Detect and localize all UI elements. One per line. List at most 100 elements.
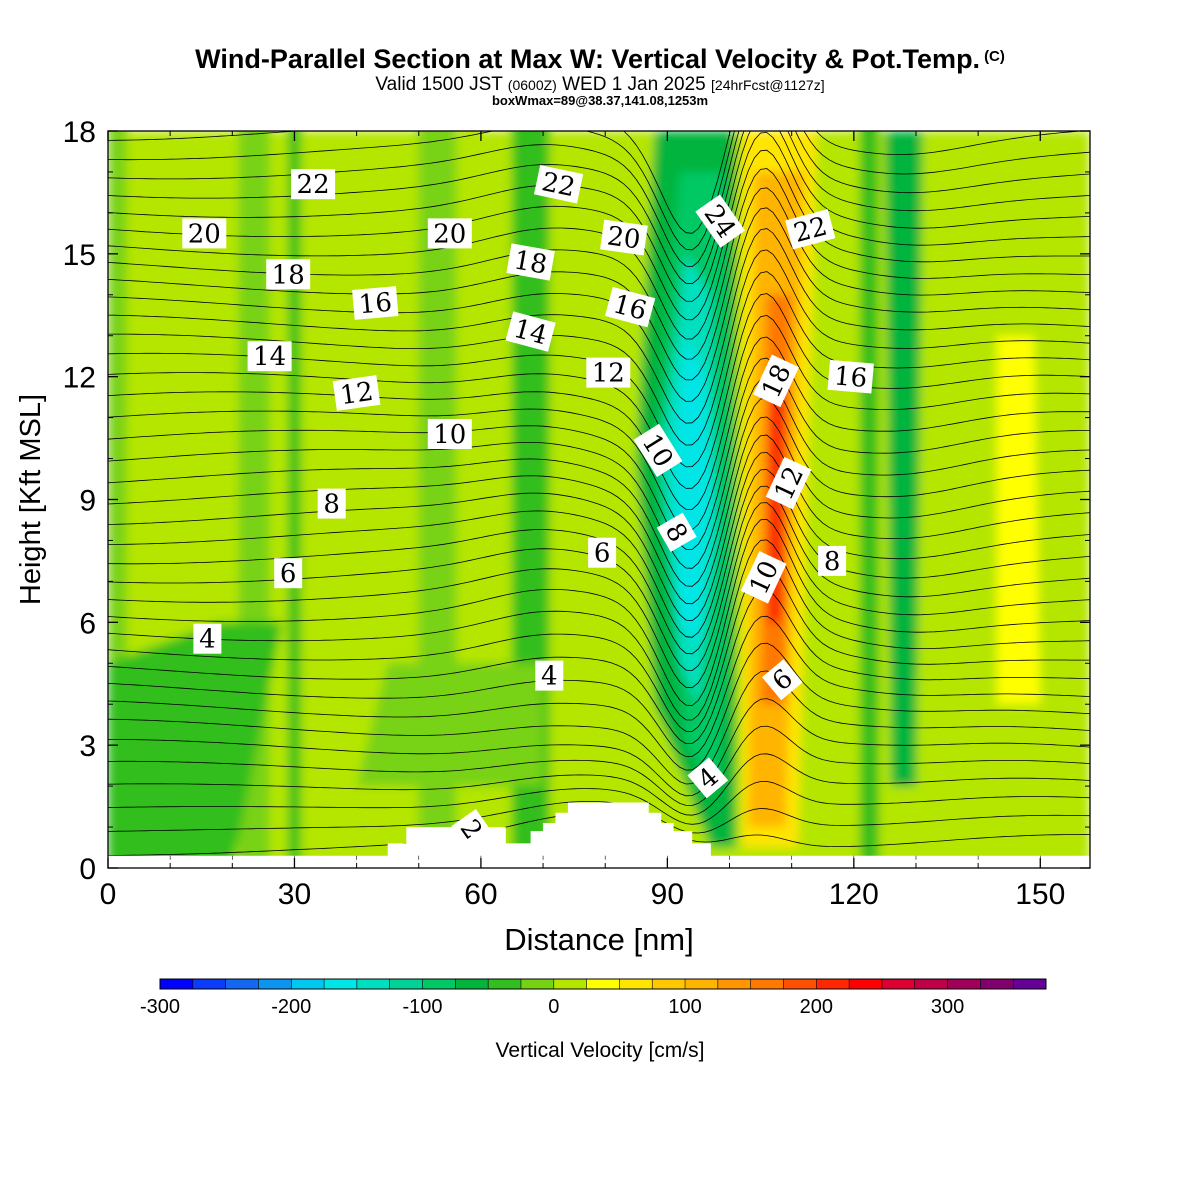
- contour-label: 16: [604, 286, 656, 328]
- y-axis-label: Height [Kft MSL]: [15, 394, 47, 605]
- contour-label-text: 8: [824, 547, 841, 577]
- colorbar-swatch: [816, 979, 850, 989]
- colorbar-swatch: [258, 979, 292, 989]
- colorbar-tick-label: 0: [548, 996, 559, 1018]
- y-tick-label: 18: [63, 116, 96, 149]
- x-tick-label: 150: [1015, 878, 1065, 911]
- colorbar-swatch: [455, 979, 489, 989]
- contour-label-text: 22: [297, 170, 330, 200]
- colorbar-swatch: [389, 979, 424, 989]
- contour-label: 22: [291, 169, 336, 200]
- colorbar: -300 -200 -100 0 100 200 300 Vertical Velocity …: [140, 978, 1047, 1062]
- x-tick-label: 90: [651, 878, 684, 911]
- contour-label-text: 18: [512, 245, 550, 280]
- colorbar-swatch: [586, 979, 620, 989]
- contour-label: 6: [588, 537, 617, 569]
- contour-label: 20: [182, 218, 227, 249]
- colorbar-frame: [159, 978, 1047, 990]
- y-tick-label: 6: [79, 607, 96, 640]
- contour-label: 22: [533, 164, 584, 204]
- colorbar-tick-label: -100: [403, 996, 443, 1018]
- contour-label: 10: [740, 551, 787, 604]
- axes: 0 30 60 90 120 150 0 3 6 9 12 15 18 Distance [nm] Heig…: [15, 116, 1090, 957]
- contour-label: 10: [427, 419, 472, 450]
- colorbar-swatch: [553, 979, 588, 989]
- contour-label-text: 16: [358, 288, 394, 321]
- colorbar-tick-label: 200: [800, 996, 833, 1018]
- contour-label: 18: [266, 259, 311, 290]
- contour-label-text: 18: [272, 260, 305, 290]
- contour-label-text: 20: [433, 219, 466, 249]
- contour-label: 8: [656, 512, 697, 552]
- colorbar-tick-label: -300: [140, 996, 180, 1018]
- colorbar-swatch: [881, 979, 916, 989]
- colorbar-swatch: [422, 979, 456, 989]
- colorbar-swatch: [1013, 979, 1047, 989]
- y-tick-label: 9: [79, 485, 96, 518]
- colorbar-swatch: [849, 979, 883, 989]
- colorbar-swatch: [291, 979, 325, 989]
- contour-label-text: 20: [188, 219, 221, 249]
- contour-label: 4: [535, 660, 564, 692]
- contour-label: 14: [247, 341, 292, 372]
- contour-label: 8: [818, 545, 847, 577]
- contour-label-text: 6: [594, 539, 611, 569]
- colorbar-tick-label: 100: [668, 996, 701, 1018]
- contour-label: 20: [427, 218, 472, 249]
- colorbar-swatch: [192, 979, 227, 989]
- colorbar-swatch: [750, 979, 784, 989]
- chart-title: Wind-Parallel Section at Max W: Vertical…: [195, 44, 1005, 74]
- colorbar-swatch: [980, 979, 1014, 989]
- x-tick-label: 30: [278, 878, 311, 911]
- colorbar-swatch: [783, 979, 817, 989]
- contour-label: 16: [827, 359, 874, 394]
- box-info-caption: boxWmax=89@38.37,141.08,1253m: [491, 93, 709, 108]
- contour-label-text: 6: [280, 559, 297, 589]
- colorbar-swatch: [914, 979, 949, 989]
- contour-label-text: 16: [833, 361, 869, 394]
- contour-label: 12: [586, 357, 631, 389]
- copyright-mark: (C): [984, 48, 1005, 65]
- colorbar-tick-label: 300: [931, 996, 964, 1018]
- x-tick-label: 60: [464, 878, 497, 911]
- contour-label: 18: [506, 243, 555, 281]
- contour-label-text: 20: [605, 221, 642, 255]
- colorbar-swatch: [160, 979, 194, 989]
- colorbar-swatch: [324, 979, 358, 989]
- contour-label: 12: [332, 375, 381, 411]
- y-tick-label: 3: [79, 730, 96, 763]
- y-tick-label: 15: [63, 239, 96, 272]
- contour-label: 6: [274, 558, 303, 589]
- colorbar-swatch: [225, 979, 259, 989]
- contour-label-text: 12: [338, 377, 375, 411]
- contour-label: 8: [317, 488, 346, 520]
- x-tick-label: 120: [829, 878, 879, 911]
- chart-subtitle: Valid 1500 JST (0600Z) WED 1 Jan 2025 [2…: [375, 74, 825, 95]
- colorbar-tick-label: -200: [271, 996, 311, 1018]
- colorbar-swatch: [685, 979, 719, 989]
- contour-label: 20: [600, 219, 648, 256]
- contour-label-text: 4: [541, 662, 558, 692]
- contour-label-text: 8: [323, 490, 340, 520]
- contour-label: 22: [785, 209, 836, 250]
- colorbar-label: Vertical Velocity [cm/s]: [496, 1039, 705, 1062]
- contour-label: 4: [193, 623, 222, 655]
- colorbar-swatch: [356, 979, 391, 989]
- contour-label-text: 22: [539, 167, 578, 203]
- colorbar-swatch: [947, 979, 981, 989]
- contour-label-text: 12: [592, 359, 625, 389]
- colorbar-swatch: [717, 979, 752, 989]
- colorbar-swatch: [652, 979, 686, 989]
- colorbar-swatch: [488, 979, 522, 989]
- contour-label-text: 14: [253, 342, 286, 372]
- y-tick-label: 0: [79, 853, 96, 886]
- x-tick-label: 0: [100, 878, 117, 911]
- contour-label: 14: [505, 311, 556, 352]
- colorbar-swatch: [520, 979, 555, 989]
- y-tick-label: 12: [63, 362, 96, 395]
- x-axis-label: Distance [nm]: [504, 922, 694, 957]
- contour-label-text: 10: [433, 420, 466, 450]
- colorbar-swatch: [619, 979, 653, 989]
